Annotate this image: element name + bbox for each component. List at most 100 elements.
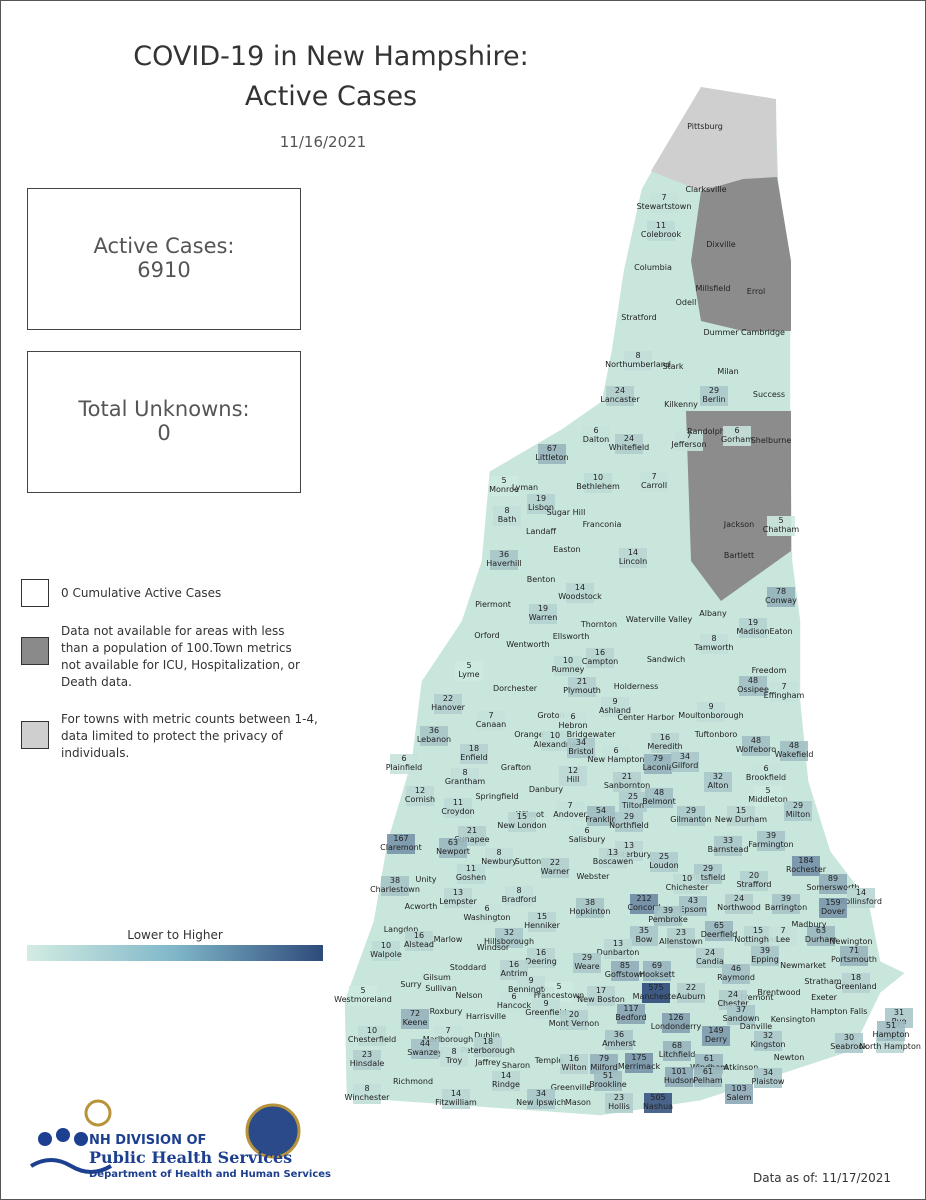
town-name: Boscawen: [593, 857, 633, 866]
town-fill: [671, 752, 699, 772]
region-na: [686, 411, 791, 601]
town-name: Acworth: [405, 902, 438, 911]
town-name: Milan: [717, 367, 738, 376]
town-name: Greenfield: [525, 1008, 567, 1017]
town-name: Londonderry: [651, 1022, 702, 1031]
town-count: 15: [736, 806, 746, 815]
town-count: 46: [731, 964, 741, 973]
town-name: Exeter: [811, 993, 838, 1002]
town-fill: [568, 677, 596, 697]
town-fill: [727, 806, 755, 826]
town-count: 8: [364, 1084, 369, 1093]
town-fill: [625, 1053, 653, 1073]
town-count: 101: [671, 1067, 686, 1076]
town-fill: [640, 472, 668, 492]
town-name: Dunbarton: [597, 948, 640, 957]
town-fill: [508, 812, 536, 832]
town-count: 24: [705, 948, 715, 957]
town-name: Eaton: [769, 627, 792, 636]
town-count: 39: [760, 946, 770, 955]
town-count: 29: [582, 953, 592, 962]
town-fill: [444, 888, 472, 908]
town-fill: [727, 1005, 755, 1025]
town-count: 18: [469, 744, 479, 753]
date: 11/16/2021: [279, 133, 367, 151]
town-name: Lincoln: [619, 557, 647, 566]
town-name: Effingham: [764, 691, 805, 700]
town-name: Canterbury: [606, 850, 651, 859]
town-name: Groton: [537, 711, 564, 720]
town-fill: [613, 772, 641, 792]
title-line: COVID-19 in New Hampshire:: [133, 41, 529, 72]
town-count: 24: [615, 386, 625, 395]
town-name: Peterborough: [461, 1046, 515, 1055]
town-name: Fitzwilliam: [435, 1098, 477, 1107]
town-name: Bennington: [508, 985, 554, 994]
town-name: Benton: [527, 575, 556, 584]
town-fill: [667, 928, 695, 948]
town-name: Milford: [590, 1063, 617, 1072]
town-count: 29: [624, 812, 634, 821]
town-fill: [439, 838, 467, 858]
town-name: Mason: [565, 1098, 591, 1107]
town-count: 8: [635, 351, 640, 360]
town-name: Ashland: [599, 706, 631, 715]
town-count: 16: [414, 931, 424, 940]
town-name: Seabrook: [830, 1042, 868, 1051]
town-name: Auburn: [677, 992, 706, 1001]
town-name: Gilsum: [423, 973, 451, 982]
town-count: 5: [778, 516, 783, 525]
town-fill: [529, 604, 557, 624]
town-fill: [442, 1089, 470, 1109]
town-fill: [767, 516, 795, 536]
town-name: Orford: [474, 631, 500, 640]
town-count: 30: [844, 1033, 854, 1042]
town-count: 39: [766, 831, 776, 840]
town-name: Danbury: [529, 785, 564, 794]
town-name: Nottingham: [734, 935, 781, 944]
town-fill: [751, 946, 779, 966]
town-count: 16: [569, 1054, 579, 1063]
town-count: 117: [623, 1004, 638, 1013]
town-name: New Ipswich: [516, 1098, 566, 1107]
town-name: Conway: [765, 596, 797, 605]
town-name: Hinsdale: [350, 1059, 385, 1068]
town-count: 6: [613, 746, 618, 755]
town-count: 14: [451, 1089, 461, 1098]
town-fill: [769, 926, 797, 946]
town-count: 184: [798, 856, 813, 865]
town-fill: [420, 726, 448, 746]
town-fill: [624, 351, 652, 371]
town-count: 212: [636, 894, 651, 903]
town-count: 12: [415, 786, 425, 795]
town-name: Sugar Hill: [547, 508, 586, 517]
town-name: Richmond: [393, 1077, 433, 1086]
town-name: Henniker: [524, 921, 561, 930]
town-count: 79: [653, 754, 663, 763]
town-name: Rumney: [552, 665, 585, 674]
town-name: Meredith: [647, 742, 682, 751]
logo-text: Department of Health and Human Services: [89, 1169, 331, 1180]
town-name: Gilford: [672, 761, 699, 770]
active-label: Active Cases:: [93, 234, 235, 258]
town-fill: [677, 983, 705, 1003]
town-name: Sharon: [502, 1061, 530, 1070]
town-count: 44: [420, 1039, 430, 1048]
town-name: Farmington: [748, 840, 793, 849]
town-fill: [754, 1068, 782, 1088]
town-fill: [604, 939, 632, 959]
town-fill: [358, 1026, 386, 1046]
town-name: Surry: [400, 980, 422, 989]
town-count: 7: [686, 431, 691, 440]
footer: Data as of: 11/17/2021: [753, 1171, 892, 1185]
town-fill: [654, 906, 682, 926]
town-count: 10: [563, 656, 573, 665]
town-fill: [527, 948, 555, 968]
unknown-value: 0: [157, 421, 171, 445]
town-count: 6: [593, 426, 598, 435]
town-count: 34: [536, 1089, 546, 1098]
town-fill: [505, 886, 533, 906]
town-count: 37: [736, 1005, 746, 1014]
town-name: Keene: [403, 1018, 428, 1027]
town-fill: [495, 928, 523, 948]
